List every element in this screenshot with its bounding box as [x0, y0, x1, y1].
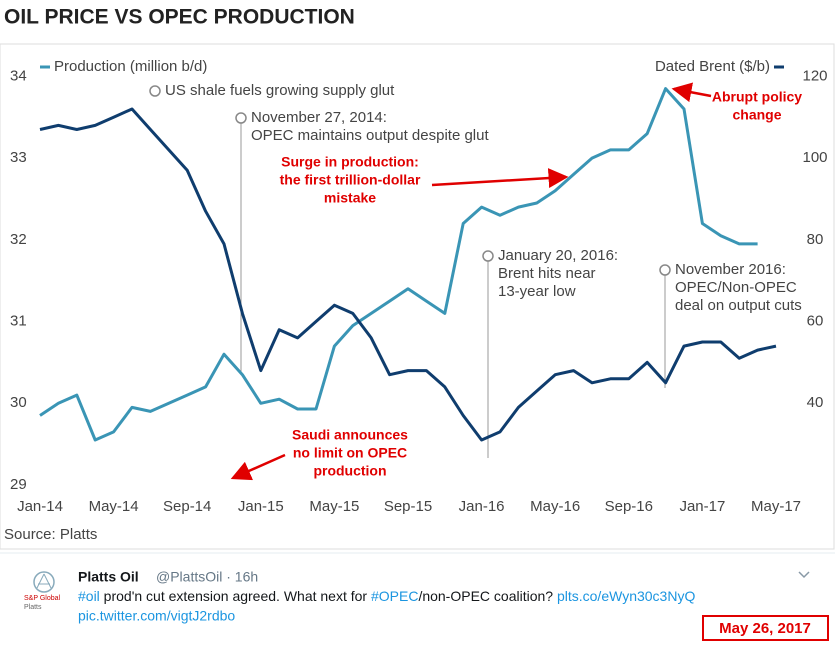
y-tick-label: 31: [10, 313, 27, 330]
x-tick-label: Sep-14: [163, 498, 211, 515]
tweet-text-part: /non-OPEC coalition?: [418, 588, 557, 604]
x-tick-label: May-17: [751, 498, 801, 515]
legend-label: Dated Brent ($/b): [655, 58, 770, 75]
annotation: OPEC/Non-OPEC: [675, 279, 797, 296]
x-tick-label: Jan-16: [459, 498, 505, 515]
tweet-link[interactable]: plts.co/eWyn30c3NyQ: [557, 588, 695, 604]
callout: production: [313, 463, 386, 479]
x-tick-label: Jan-15: [238, 498, 284, 515]
annotation: 13-year low: [498, 283, 576, 300]
callout: change: [732, 107, 781, 123]
y2-tick-label: 80: [807, 231, 824, 248]
annotation-marker: [659, 264, 671, 276]
y2-tick-label: 60: [807, 313, 824, 330]
x-tick-label: May-15: [309, 498, 359, 515]
tweet-text-part: prod'n cut extension agreed. What next f…: [100, 588, 371, 604]
y-tick-label: 33: [10, 149, 27, 166]
chevron[interactable]: [798, 571, 810, 579]
tweet-handle[interactable]: @PlattsOil · 16h: [156, 569, 258, 585]
annotation: OPEC maintains output despite glut: [251, 127, 489, 144]
tweet-text: #oil prod'n cut extension agreed. What n…: [78, 588, 695, 604]
annotation: Brent hits near: [498, 265, 596, 282]
pic-link[interactable]: pic.twitter.com/vigtJ2rdbo: [78, 608, 235, 624]
x-tick-label: Sep-16: [605, 498, 653, 515]
tweet-author[interactable]: Platts Oil: [78, 569, 139, 585]
arrow: [431, 168, 569, 189]
y2-tick-label: 120: [802, 67, 827, 84]
annotation-marker: [149, 85, 161, 97]
arrow: [230, 453, 286, 481]
y2-tick-label: 40: [807, 394, 824, 411]
y2-tick-label: 100: [802, 149, 827, 166]
callout: Abrupt policy: [712, 89, 802, 105]
plot-frame: [0, 43, 835, 550]
annotation: November 27, 2014:: [251, 109, 387, 126]
annotation-marker: [235, 112, 247, 124]
series-line: [39, 107, 777, 442]
tweet-link[interactable]: #oil: [78, 588, 100, 604]
series-line: [39, 87, 758, 442]
date-box: [702, 615, 829, 641]
annotation-marker: [482, 250, 494, 262]
callout: Saudi announces: [292, 427, 408, 443]
y-tick-label: 30: [10, 394, 27, 411]
date: May 26, 2017: [719, 620, 811, 637]
callout: the first trillion-dollar: [280, 172, 421, 188]
source: Source: Platts: [4, 526, 97, 543]
x-tick-label: Jan-14: [17, 498, 63, 515]
x-tick-label: Sep-15: [384, 498, 432, 515]
callout: no limit on OPEC: [293, 445, 407, 461]
logo-text: S&P Global: [24, 595, 61, 602]
logo: [33, 571, 55, 593]
annotation: November 2016:: [675, 261, 786, 278]
y-tick-label: 34: [10, 67, 27, 84]
tweet-link[interactable]: #OPEC: [371, 588, 418, 604]
x-tick-label: May-16: [530, 498, 580, 515]
y-tick-label: 32: [10, 231, 27, 248]
logo-text: Platts: [24, 604, 42, 611]
legend-label: Production (million b/d): [54, 58, 207, 75]
x-tick-label: May-14: [89, 498, 139, 515]
chart-title: OIL PRICE VS OPEC PRODUCTION: [4, 6, 355, 29]
y-tick-label: 29: [10, 476, 27, 493]
annotation: US shale fuels growing supply glut: [165, 82, 395, 99]
x-tick-label: Jan-17: [679, 498, 725, 515]
annotation: deal on output cuts: [675, 297, 802, 314]
arrow: [671, 82, 712, 103]
callout: mistake: [324, 190, 376, 206]
annotation: January 20, 2016:: [498, 247, 618, 264]
callout: Surge in production:: [281, 154, 419, 170]
